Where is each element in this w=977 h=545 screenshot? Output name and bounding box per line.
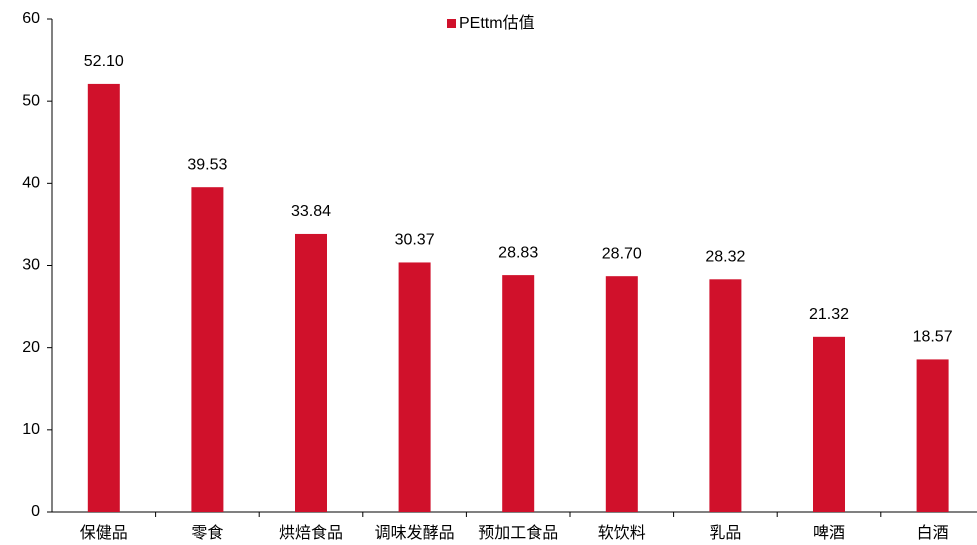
data-label: 28.32 bbox=[705, 249, 745, 266]
x-tick-label: 烘焙食品 bbox=[279, 524, 343, 542]
y-tick-label: 50 bbox=[22, 92, 40, 109]
y-tick-label: 30 bbox=[22, 257, 40, 274]
data-label: 30.37 bbox=[395, 232, 435, 249]
bar bbox=[398, 262, 431, 512]
x-tick-label: 零食 bbox=[191, 524, 223, 542]
x-tick-label: 预加工食品 bbox=[478, 524, 558, 542]
y-tick-label: 20 bbox=[22, 339, 40, 356]
bar bbox=[916, 359, 949, 512]
bar bbox=[502, 275, 535, 512]
bar bbox=[87, 83, 120, 512]
data-label: 21.32 bbox=[809, 306, 849, 323]
y-tick-label: 0 bbox=[31, 503, 40, 520]
data-label: 33.84 bbox=[291, 203, 331, 220]
x-tick-label: 保健品 bbox=[80, 524, 128, 542]
x-tick-label: 乳品 bbox=[709, 524, 741, 542]
bar bbox=[191, 187, 224, 512]
data-label: 39.53 bbox=[187, 156, 227, 173]
legend-swatch bbox=[447, 19, 456, 28]
y-tick-label: 60 bbox=[22, 10, 40, 27]
data-label: 18.57 bbox=[913, 329, 953, 346]
bar bbox=[605, 276, 638, 512]
x-tick-label: 白酒 bbox=[917, 524, 949, 542]
y-tick-label: 10 bbox=[22, 421, 40, 438]
bar bbox=[813, 336, 845, 512]
y-tick-label: 40 bbox=[22, 175, 40, 192]
x-tick-label: 啤酒 bbox=[813, 524, 845, 542]
data-label: 52.10 bbox=[84, 53, 124, 70]
x-tick-label: 调味发酵品 bbox=[375, 524, 455, 542]
data-label: 28.70 bbox=[602, 245, 642, 262]
data-label: 28.83 bbox=[498, 244, 538, 261]
bar bbox=[295, 233, 327, 512]
bar bbox=[709, 279, 742, 512]
legend-label: PEttm估值 bbox=[459, 14, 535, 32]
x-tick-label: 软饮料 bbox=[598, 524, 646, 542]
